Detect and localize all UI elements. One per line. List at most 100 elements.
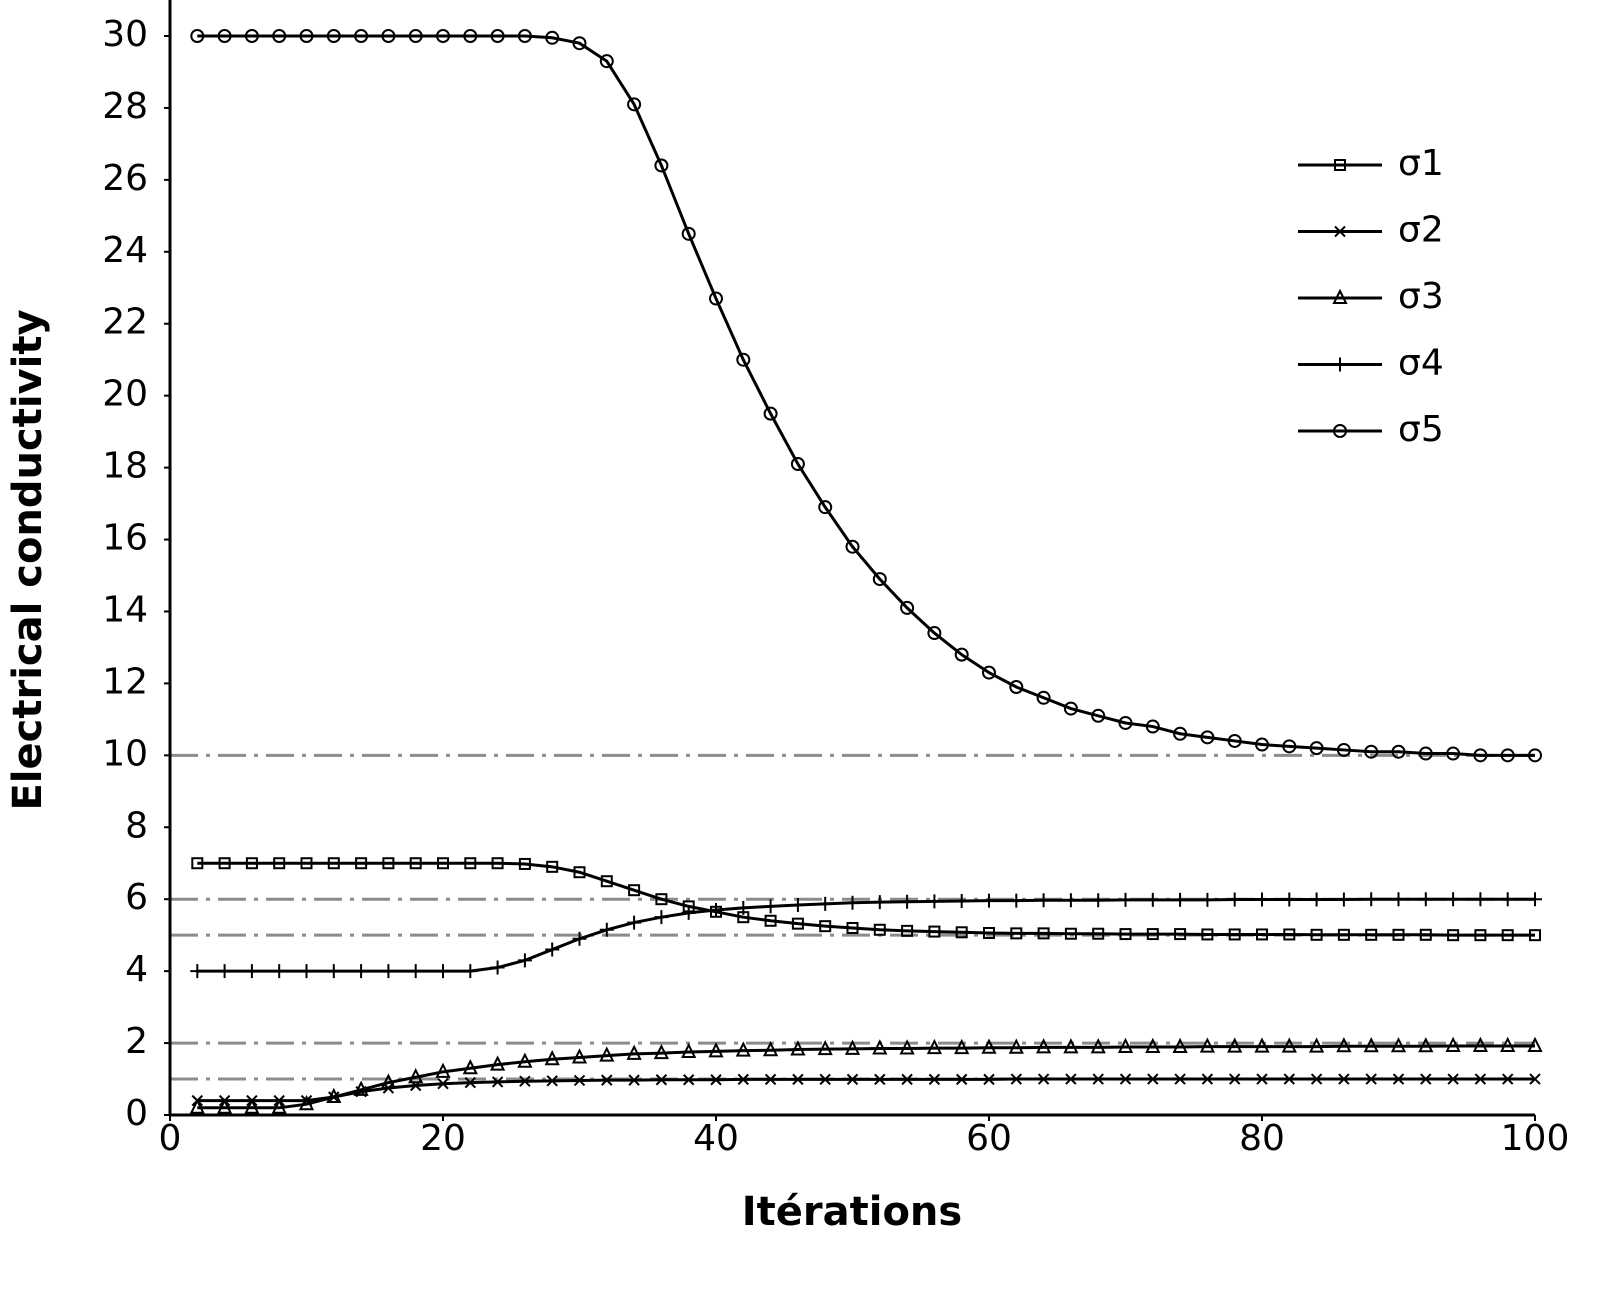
- marker: [1200, 730, 1215, 745]
- marker: [1036, 690, 1051, 705]
- marker: [846, 921, 859, 934]
- marker: [709, 291, 723, 306]
- marker: [245, 857, 258, 870]
- marker: [517, 29, 532, 43]
- marker: [244, 29, 259, 43]
- marker: [1473, 748, 1488, 763]
- marker: [1445, 1036, 1461, 1052]
- marker: [1010, 1073, 1023, 1085]
- marker: [1447, 929, 1460, 942]
- y-tick-label: 2: [125, 1021, 148, 1062]
- marker: [1337, 928, 1350, 941]
- marker: [681, 1042, 697, 1059]
- marker: [1227, 733, 1242, 748]
- marker: [1118, 892, 1133, 907]
- marker: [1364, 892, 1379, 907]
- marker: [626, 1044, 642, 1060]
- marker: [1529, 1073, 1541, 1085]
- marker: [436, 964, 450, 979]
- marker: [545, 30, 560, 45]
- marker: [490, 960, 505, 975]
- marker: [1065, 1073, 1077, 1085]
- marker: [1282, 892, 1297, 907]
- marker: [1365, 1073, 1377, 1085]
- marker: [381, 29, 396, 43]
- marker: [1145, 719, 1160, 734]
- marker: [1174, 928, 1187, 941]
- y-tick-label: 16: [102, 518, 148, 559]
- marker: [737, 1073, 750, 1086]
- marker: [1336, 892, 1351, 907]
- marker: [1333, 357, 1347, 372]
- marker: [1035, 1038, 1052, 1054]
- marker: [464, 1076, 477, 1089]
- marker: [463, 29, 478, 43]
- marker: [1145, 1037, 1161, 1054]
- marker: [517, 1052, 533, 1068]
- marker: [954, 647, 969, 662]
- marker: [1446, 746, 1461, 761]
- marker: [764, 914, 777, 927]
- marker: [1500, 892, 1515, 907]
- marker: [736, 900, 751, 915]
- marker: [790, 1040, 806, 1056]
- marker: [928, 1073, 941, 1086]
- marker: [627, 915, 642, 930]
- marker: [982, 665, 996, 680]
- marker: [380, 1073, 397, 1089]
- marker: [1228, 928, 1241, 941]
- marker: [845, 539, 860, 554]
- marker: [382, 857, 395, 870]
- x-tick-label: 40: [693, 1118, 739, 1159]
- marker: [600, 875, 613, 888]
- marker: [437, 1078, 449, 1090]
- marker: [1500, 1036, 1516, 1052]
- x-tick-label: 100: [1501, 1118, 1570, 1159]
- marker: [628, 884, 641, 897]
- marker: [682, 1074, 695, 1086]
- marker: [1528, 748, 1542, 763]
- marker: [190, 964, 205, 979]
- marker: [955, 1073, 968, 1086]
- marker: [491, 857, 504, 870]
- marker: [1309, 741, 1324, 756]
- marker: [1118, 715, 1133, 730]
- marker: [653, 1043, 670, 1060]
- marker: [1391, 744, 1406, 759]
- marker: [763, 406, 778, 421]
- marker: [819, 920, 832, 933]
- marker: [244, 1098, 260, 1114]
- marker: [928, 925, 941, 938]
- marker: [1474, 929, 1487, 942]
- marker: [710, 1074, 722, 1086]
- marker: [490, 29, 505, 43]
- marker: [654, 158, 669, 173]
- marker: [1528, 892, 1542, 907]
- marker: [436, 29, 450, 43]
- marker: [1119, 1073, 1132, 1085]
- marker: [1309, 892, 1324, 907]
- marker: [735, 1041, 751, 1057]
- marker: [1336, 1037, 1352, 1053]
- marker: [1255, 737, 1269, 752]
- marker: [409, 857, 422, 870]
- marker: [1332, 288, 1348, 304]
- marker: [545, 942, 560, 957]
- marker: [927, 894, 942, 909]
- marker: [1256, 1073, 1268, 1085]
- marker: [1364, 744, 1379, 759]
- marker: [1282, 739, 1297, 754]
- marker: [599, 54, 614, 69]
- marker: [1334, 225, 1346, 238]
- marker: [1334, 159, 1346, 171]
- marker: [874, 1073, 886, 1086]
- marker: [983, 1073, 995, 1086]
- marker: [546, 860, 559, 873]
- marker: [1254, 1037, 1270, 1053]
- marker: [1281, 1037, 1297, 1053]
- marker: [271, 1098, 287, 1114]
- marker: [1473, 892, 1488, 907]
- marker: [327, 857, 340, 870]
- marker: [844, 1039, 861, 1055]
- x-tick-label: 0: [159, 1118, 182, 1159]
